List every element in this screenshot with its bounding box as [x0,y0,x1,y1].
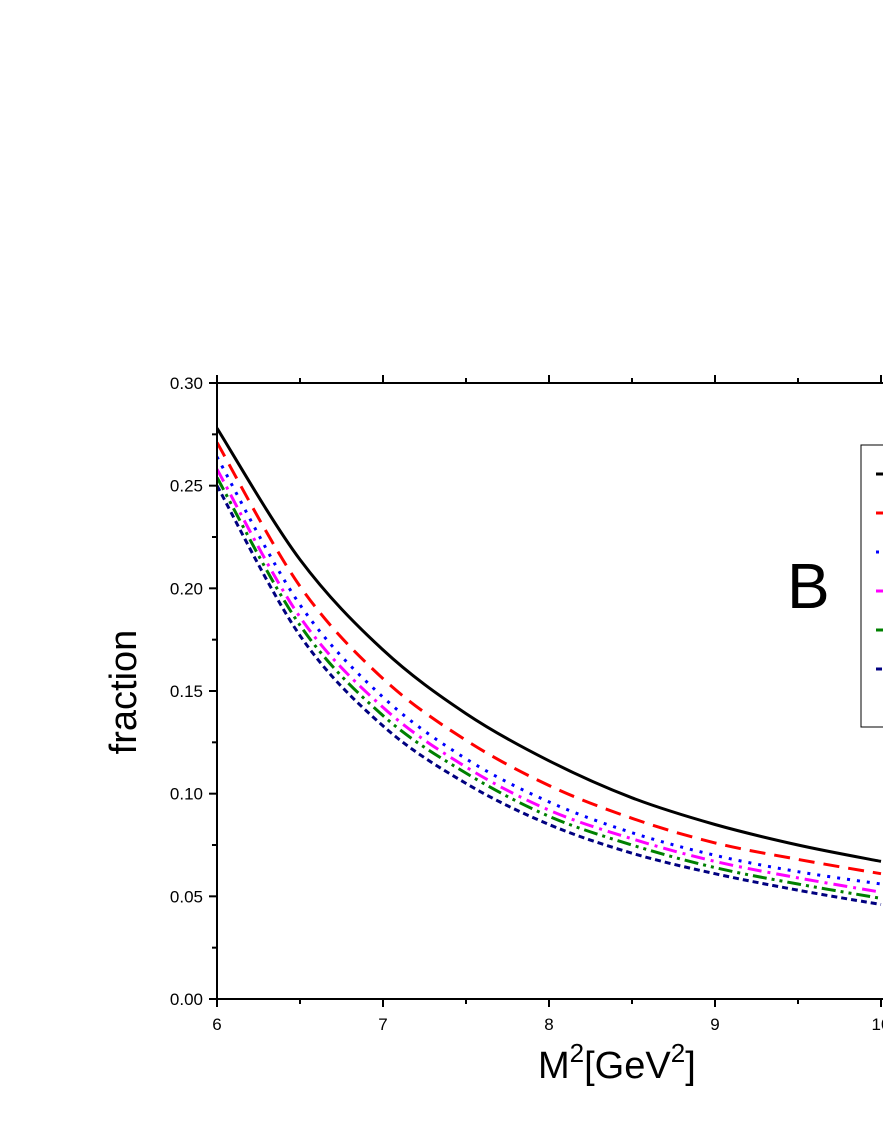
x-tick-label-3: 9 [710,1015,719,1034]
x-axis-title-mid: [GeV [584,1045,671,1087]
y-tick-label-6: 0.30 [170,374,203,393]
legend-samples [876,472,883,671]
x-tick-label-4: 10 [872,1015,883,1034]
series-line-2 [217,441,882,876]
y-tick-label-0: 0.00 [170,990,203,1009]
series-line-1 [217,427,882,863]
y-tick-label-5: 0.25 [170,477,203,496]
y-axis-title: fraction [103,630,145,755]
legend-box [860,444,883,728]
x-tick-label-1: 7 [378,1015,387,1034]
legend [860,444,883,728]
series-line-4 [217,468,882,894]
plot-frame [216,382,883,1000]
series-line-3 [217,456,882,886]
x-tick-label-0: 6 [212,1015,221,1034]
y-tick-label-4: 0.20 [170,579,203,598]
x-axis-title: M2[GeV2] [538,1038,696,1087]
panel-label: B [787,550,830,622]
y-tick-label-2: 0.10 [170,785,203,804]
series-layer [217,427,882,906]
x-axis-title-end: ] [685,1045,696,1087]
y-tick-label-3: 0.15 [170,682,203,701]
x-axis-title-sup2: 2 [671,1038,685,1068]
ticks-layer: 0.00 0.05 0.10 0.15 0.20 0.25 0.30 6 7 8 9 10 [170,374,883,1034]
x-tick-label-2: 8 [544,1015,553,1034]
series-line-5 [217,476,882,900]
y-tick-label-1: 0.05 [170,887,203,906]
x-axis-title-sup1: 2 [570,1038,584,1068]
series-line-6 [217,484,882,906]
x-axis-title-base: M [538,1045,570,1087]
